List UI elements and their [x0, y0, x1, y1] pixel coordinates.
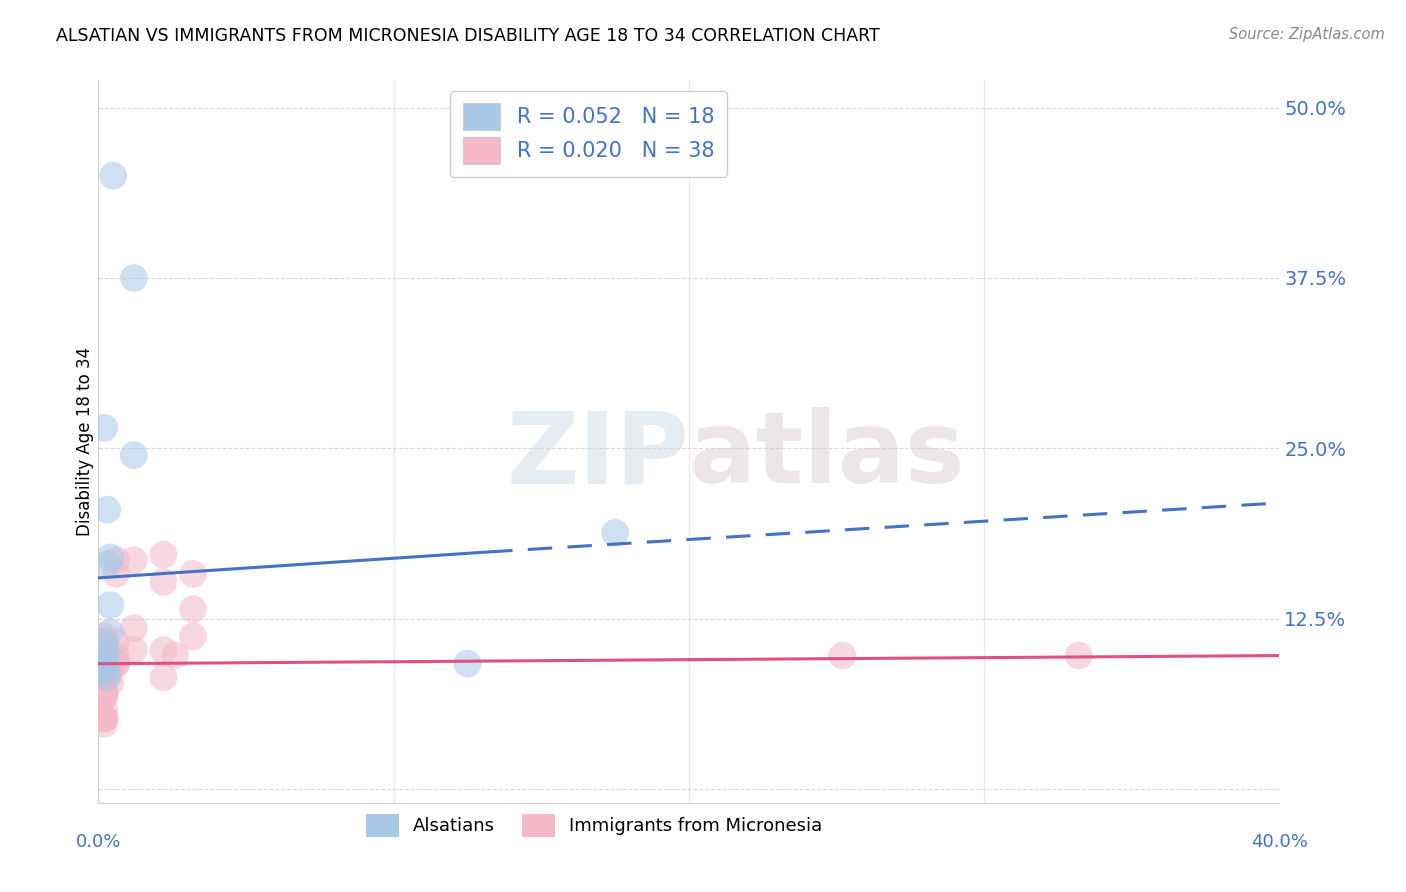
Point [122, 621, 145, 635]
Point [181, 602, 204, 616]
Text: ALSATIAN VS IMMIGRANTS FROM MICRONESIA DISABILITY AGE 18 TO 34 CORRELATION CHART: ALSATIAN VS IMMIGRANTS FROM MICRONESIA D… [56, 27, 880, 45]
Point [93, 635, 115, 649]
Point [152, 548, 174, 562]
Point [93, 670, 115, 684]
Point [93, 662, 115, 676]
Point [93, 711, 115, 725]
Text: Source: ZipAtlas.com: Source: ZipAtlas.com [1229, 27, 1385, 42]
Point [103, 169, 125, 183]
Point [98, 662, 121, 676]
Point [1067, 648, 1090, 663]
Point [152, 643, 174, 657]
Text: 40.0%: 40.0% [1251, 833, 1308, 851]
Y-axis label: Disability Age 18 to 34: Disability Age 18 to 34 [76, 347, 94, 536]
Point [93, 711, 115, 725]
Point [122, 448, 145, 462]
Point [96, 670, 118, 684]
Point [181, 630, 204, 644]
Point [105, 648, 128, 663]
Point [93, 662, 115, 676]
Point [165, 648, 187, 663]
Point [93, 648, 115, 663]
Point [105, 553, 128, 567]
Point [93, 648, 115, 663]
Point [96, 502, 118, 516]
Point [93, 684, 115, 698]
Point [105, 635, 128, 649]
Point [122, 553, 145, 567]
Point [98, 662, 121, 676]
Point [93, 635, 115, 649]
Point [605, 525, 627, 540]
Text: ZIP: ZIP [506, 408, 689, 505]
Point [181, 566, 204, 581]
Point [93, 716, 115, 731]
Point [105, 657, 128, 671]
Point [105, 657, 128, 671]
Point [93, 657, 115, 671]
Point [93, 630, 115, 644]
Point [152, 574, 174, 589]
Point [122, 271, 145, 285]
Point [98, 550, 121, 565]
Point [105, 566, 128, 581]
Point [93, 711, 115, 725]
Point [457, 657, 479, 671]
Point [93, 643, 115, 657]
Point [96, 662, 118, 676]
Point [93, 690, 115, 704]
Point [122, 643, 145, 657]
Text: atlas: atlas [689, 408, 966, 505]
Point [93, 703, 115, 717]
Point [93, 643, 115, 657]
Point [831, 648, 853, 663]
Point [98, 676, 121, 690]
Point [96, 558, 118, 572]
Point [93, 690, 115, 704]
Point [152, 670, 174, 684]
Legend: Alsatians, Immigrants from Micronesia: Alsatians, Immigrants from Micronesia [359, 806, 830, 845]
Point [98, 625, 121, 640]
Point [98, 598, 121, 612]
Point [96, 646, 118, 660]
Point [93, 684, 115, 698]
Text: 0.0%: 0.0% [76, 833, 121, 851]
Point [93, 421, 115, 435]
